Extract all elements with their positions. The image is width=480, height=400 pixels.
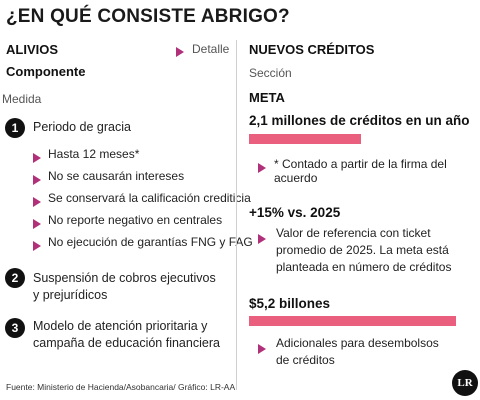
goal-1-note: * Contado a partir de la firma del acuer… (274, 157, 447, 185)
bullet-triangle-icon (33, 238, 41, 256)
item-suspension-cobros-line1: Suspensión de cobros ejecutivos (33, 271, 216, 285)
item-modelo-atencion-line2: campaña de educación financiera (33, 336, 220, 350)
bullet-triangle-icon (258, 231, 266, 249)
subitem-hasta-12-meses: Hasta 12 meses* (48, 147, 140, 161)
column-divider (236, 40, 237, 390)
lr-logo: LR (452, 370, 478, 396)
subitem-no-intereses: No se causarán intereses (48, 169, 185, 183)
detail-label: Detalle (192, 42, 230, 56)
componente-label: Componente (6, 64, 86, 79)
number-badge-2: 2 (5, 268, 25, 288)
medida-label: Medida (2, 92, 42, 106)
subitem-no-reporte-negativo: No reporte negativo en centrales (48, 213, 223, 227)
bullet-triangle-icon (258, 341, 266, 359)
goal-2-note-line1: Valor de referencia con ticket (276, 226, 431, 240)
bullet-triangle-icon (33, 216, 41, 234)
item-modelo-atencion-line1: Modelo de atención prioritaria y (33, 319, 208, 333)
goal-2-note-line3: planteada en número de créditos (276, 260, 452, 274)
detail-pointer-icon (176, 44, 184, 62)
goal-2-value: +15% vs. 2025 (249, 205, 341, 220)
goal-3-note-line1: Adicionales para desembolsos (276, 336, 439, 350)
goal-1-value: 2,1 millones de créditos en un año (249, 113, 470, 128)
bullet-triangle-icon (258, 160, 266, 178)
goal-1-bar (249, 134, 361, 144)
number-badge-3: 3 (5, 318, 25, 338)
item-periodo-de-gracia: Periodo de gracia (33, 120, 131, 134)
goal-2-note-line2: promedio de 2025. La meta está (276, 243, 449, 257)
seccion-label: Sección (249, 66, 292, 80)
goal-3-note-line2: de créditos (276, 353, 335, 367)
meta-label: META (249, 90, 285, 105)
alivios-header: ALIVIOS (6, 42, 59, 57)
subitem-calificacion-crediticia: Se conservará la calificación crediticia (48, 191, 251, 205)
goal-3-value: $5,2 billones (249, 296, 331, 311)
source-footer: Fuente: Ministerio de Hacienda/Asobancar… (6, 382, 236, 392)
nuevos-creditos-header: NUEVOS CRÉDITOS (249, 42, 375, 57)
bullet-triangle-icon (33, 150, 41, 168)
bullet-triangle-icon (33, 194, 41, 212)
bullet-triangle-icon (33, 172, 41, 190)
subitem-no-ejecucion-garantias: No ejecución de garantías FNG y FAG (48, 235, 253, 249)
goal-3-bar (249, 316, 456, 326)
page-title: ¿EN QUÉ CONSISTE ABRIGO? (6, 6, 290, 27)
number-badge-1: 1 (5, 118, 25, 138)
item-suspension-cobros-line2: y prejurídicos (33, 288, 108, 302)
